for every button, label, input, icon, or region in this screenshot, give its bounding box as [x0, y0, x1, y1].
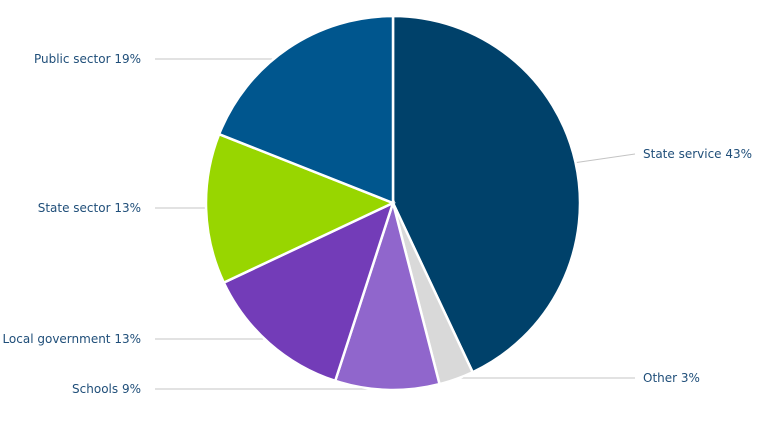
label-state-service-43: State service 43% — [643, 147, 752, 161]
leader-lines — [155, 58, 636, 390]
slice-state-sector-13 — [204, 132, 397, 285]
label-local-government-13: Local government 13% — [2, 332, 141, 346]
slice-schools-9 — [333, 198, 442, 392]
leader-line-state-service-43 — [569, 153, 636, 164]
slice-labels: State service 43% Other 3% Schools 9% Local… — [2, 52, 752, 396]
label-state-sector-13: State sector 13% — [38, 201, 141, 215]
label-other-3: Other 3% — [643, 371, 700, 385]
label-public-sector-19: Public sector 19% — [34, 52, 141, 66]
pie-slices — [204, 14, 582, 392]
slice-local-government-13 — [222, 200, 396, 383]
slice-state-service-43 — [391, 14, 582, 374]
slice-public-sector-19 — [217, 14, 395, 205]
label-schools-9: Schools 9% — [72, 382, 141, 396]
